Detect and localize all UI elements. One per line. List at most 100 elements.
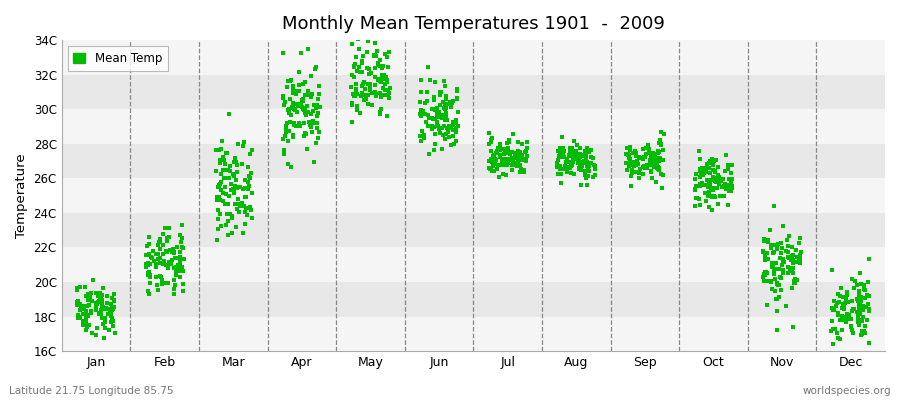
Point — [855, 331, 869, 337]
Point — [413, 88, 428, 95]
Point — [425, 106, 439, 112]
Point — [423, 77, 437, 83]
Point — [833, 284, 848, 291]
Point — [578, 170, 592, 176]
Point — [760, 239, 775, 246]
Point — [231, 208, 246, 215]
Point — [569, 156, 583, 162]
Point — [786, 270, 800, 276]
Point — [356, 53, 370, 59]
Point — [854, 332, 868, 338]
Point — [506, 159, 520, 165]
Point — [90, 301, 104, 308]
Point — [308, 65, 322, 72]
Point — [643, 158, 657, 165]
Point — [647, 164, 662, 170]
Point — [73, 301, 87, 308]
Point — [160, 280, 175, 286]
Point — [167, 277, 182, 283]
Point — [310, 96, 325, 102]
Point — [349, 87, 364, 93]
Point — [212, 157, 227, 164]
Point — [699, 164, 714, 171]
Point — [104, 318, 119, 325]
Point — [220, 167, 235, 174]
Point — [845, 276, 859, 283]
Point — [698, 182, 713, 188]
Point — [438, 106, 453, 112]
Point — [426, 115, 440, 122]
Point — [224, 187, 238, 193]
Point — [446, 126, 461, 133]
Point — [551, 156, 565, 163]
Point — [842, 312, 857, 318]
Point — [280, 120, 294, 127]
Point — [851, 298, 866, 304]
Point — [852, 301, 867, 308]
Point — [158, 225, 173, 231]
Point — [841, 311, 855, 318]
Point — [704, 177, 718, 183]
Point — [360, 65, 374, 71]
Point — [139, 264, 153, 270]
Point — [380, 78, 394, 85]
Point — [413, 99, 428, 106]
Point — [364, 90, 379, 96]
Point — [722, 176, 736, 182]
Point — [624, 183, 638, 189]
Point — [420, 88, 435, 95]
Point — [578, 170, 592, 176]
Point — [560, 155, 574, 162]
Point — [486, 163, 500, 169]
Point — [413, 111, 428, 118]
Point — [514, 141, 528, 147]
Point — [861, 256, 876, 262]
Point — [368, 82, 382, 88]
Point — [656, 157, 670, 163]
Point — [175, 244, 189, 250]
Point — [139, 252, 153, 259]
Point — [413, 133, 428, 140]
Point — [710, 177, 724, 184]
Point — [227, 173, 241, 179]
Point — [564, 159, 579, 166]
Point — [635, 146, 650, 153]
Point — [294, 104, 309, 110]
Point — [243, 175, 257, 181]
Point — [376, 92, 391, 98]
Point — [297, 107, 311, 113]
Point — [851, 304, 866, 310]
Point — [653, 141, 668, 148]
Point — [578, 148, 592, 154]
Point — [450, 87, 464, 94]
Point — [771, 266, 786, 272]
Point — [414, 138, 428, 144]
Point — [229, 184, 243, 191]
Point — [495, 146, 509, 152]
Point — [623, 144, 637, 150]
Point — [636, 170, 651, 177]
Point — [285, 87, 300, 94]
Point — [496, 171, 510, 178]
Point — [708, 168, 723, 174]
Point — [158, 280, 172, 286]
Point — [225, 212, 239, 219]
Point — [651, 159, 665, 166]
Point — [94, 297, 109, 303]
Point — [770, 296, 785, 302]
Point — [168, 272, 183, 278]
Point — [294, 97, 309, 103]
Point — [277, 147, 292, 153]
Point — [149, 264, 164, 270]
Point — [292, 68, 306, 75]
Point — [282, 110, 296, 116]
Point — [838, 300, 852, 307]
Point — [640, 162, 654, 168]
Point — [284, 112, 298, 118]
Point — [71, 314, 86, 321]
Point — [515, 153, 529, 160]
Point — [313, 104, 328, 110]
Point — [158, 258, 172, 264]
Point — [212, 194, 227, 200]
Point — [562, 147, 577, 154]
